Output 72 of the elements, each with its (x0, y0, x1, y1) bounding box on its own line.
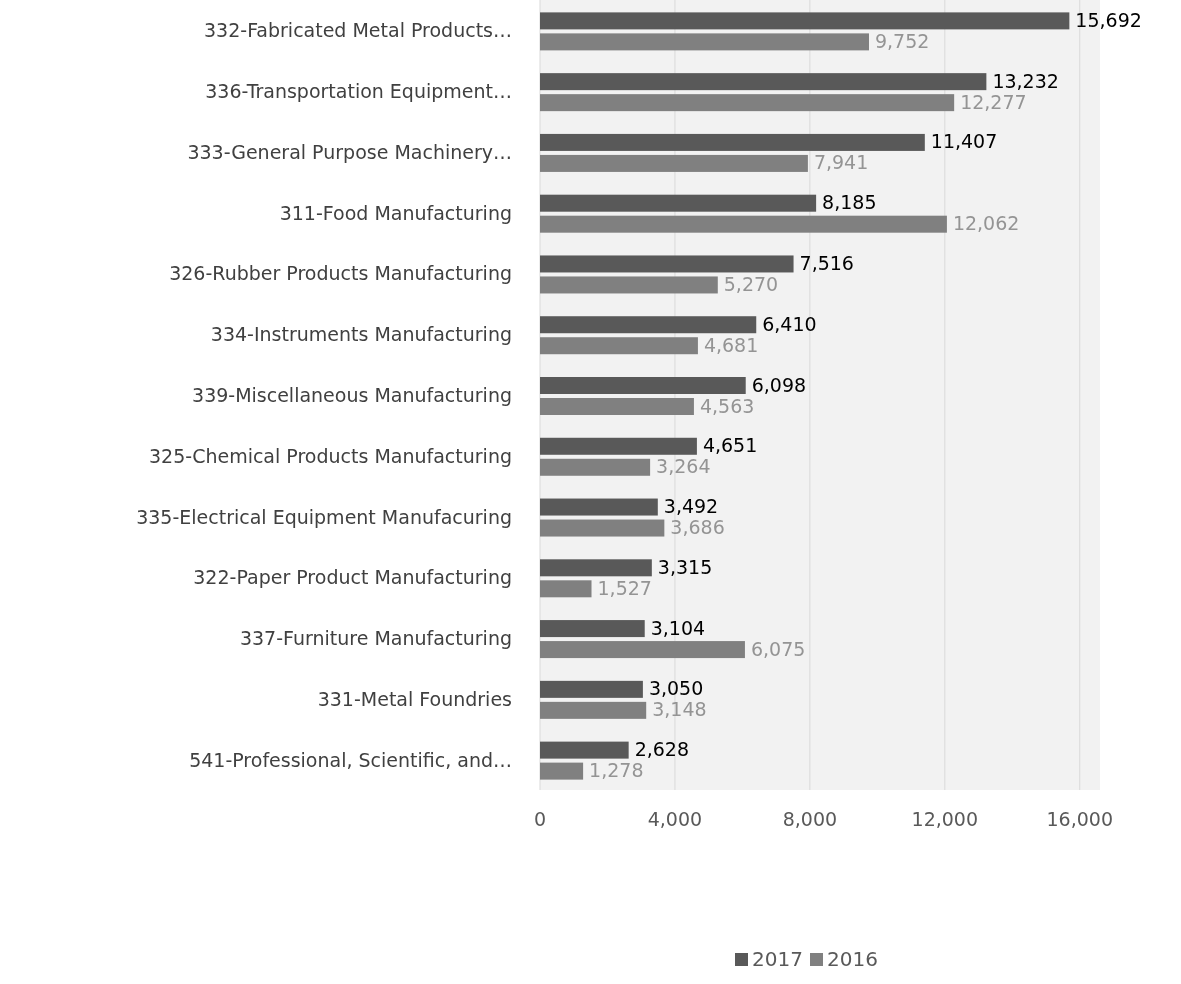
bar (540, 94, 955, 112)
bar (540, 641, 745, 659)
data-label: 7,941 (813, 151, 869, 174)
bar (540, 337, 698, 355)
x-tick-label: 8,000 (782, 808, 838, 830)
y-tick-label: 332-Fabricated Metal Products… (204, 19, 512, 42)
legend-label: 2016 (827, 947, 878, 971)
data-label: 6,075 (750, 637, 806, 660)
bar (540, 741, 629, 759)
bar (540, 133, 925, 151)
data-label: 3,686 (670, 516, 725, 539)
y-tick-label: 339-Miscellaneous Manufacturing (192, 384, 512, 406)
data-label: 9,752 (874, 29, 930, 52)
data-label: 1,527 (597, 576, 652, 599)
data-label: 2,628 (634, 738, 690, 761)
bar (540, 680, 643, 698)
data-label: 3,050 (648, 677, 704, 700)
bar (540, 377, 746, 394)
y-tick-label: 541-Professional, Scientific, and… (189, 748, 512, 771)
bar (540, 316, 757, 334)
data-label: 3,264 (656, 455, 711, 478)
bar (540, 701, 647, 719)
bar (540, 276, 718, 294)
x-tick-label: 12,000 (911, 808, 979, 830)
data-label: 12,277 (960, 90, 1027, 113)
y-tick-label: 333-General Purpose Machinery… (187, 140, 512, 163)
legend-label: 2017 (752, 947, 803, 971)
data-label: 12,062 (952, 212, 1020, 235)
bar (540, 580, 592, 598)
bar (540, 620, 645, 638)
x-tick-label: 0 (533, 808, 547, 830)
y-tick-label: 336-Transportation Equipment… (205, 80, 512, 103)
data-label: 3,104 (650, 616, 706, 639)
x-tick-label: 4,000 (647, 808, 703, 830)
data-label: 4,651 (702, 434, 758, 457)
bar (540, 33, 869, 51)
y-tick-label: 326-Rubber Products Manufacturing (169, 262, 512, 285)
data-label: 4,681 (703, 333, 759, 356)
data-label: 4,563 (699, 394, 755, 417)
bar (540, 154, 808, 172)
bar (540, 559, 652, 577)
x-tick-label: 16,000 (1046, 808, 1113, 830)
y-tick-label: 335-Electrical Equipment Manufacuring (136, 505, 512, 528)
bar (540, 12, 1070, 30)
y-tick-label: 334-Instruments Manufacturing (210, 323, 512, 346)
data-label: 6,098 (751, 373, 807, 396)
data-label: 1,278 (589, 759, 644, 782)
bar (540, 398, 694, 415)
data-label: 8,185 (822, 191, 877, 214)
bar (540, 519, 665, 537)
data-label: 11,407 (930, 130, 998, 153)
data-label: 15,692 (1075, 8, 1142, 31)
data-label: 6,410 (762, 312, 817, 335)
y-tick-label: 325-Chemical Products Manufacturing (149, 444, 512, 467)
y-tick-label: 322-Paper Product Manufacturing (193, 566, 512, 589)
bar (540, 437, 697, 455)
y-tick-label: 311-Food Manufacturing (279, 201, 512, 224)
bar (540, 762, 584, 780)
data-label: 13,232 (992, 69, 1059, 92)
bar (540, 73, 987, 91)
bar (540, 498, 658, 516)
data-label: 7,516 (799, 251, 854, 274)
data-label: 3,315 (657, 555, 713, 578)
bar (540, 458, 651, 476)
y-tick-label: 337-Furniture Manufacturing (239, 627, 512, 650)
bar (540, 255, 794, 273)
bar (540, 194, 817, 212)
y-tick-label: 331-Metal Foundries (317, 687, 512, 710)
bar (540, 215, 947, 233)
data-label: 3,492 (663, 495, 719, 518)
data-label: 3,148 (652, 698, 707, 721)
data-label: 5,270 (723, 272, 779, 295)
